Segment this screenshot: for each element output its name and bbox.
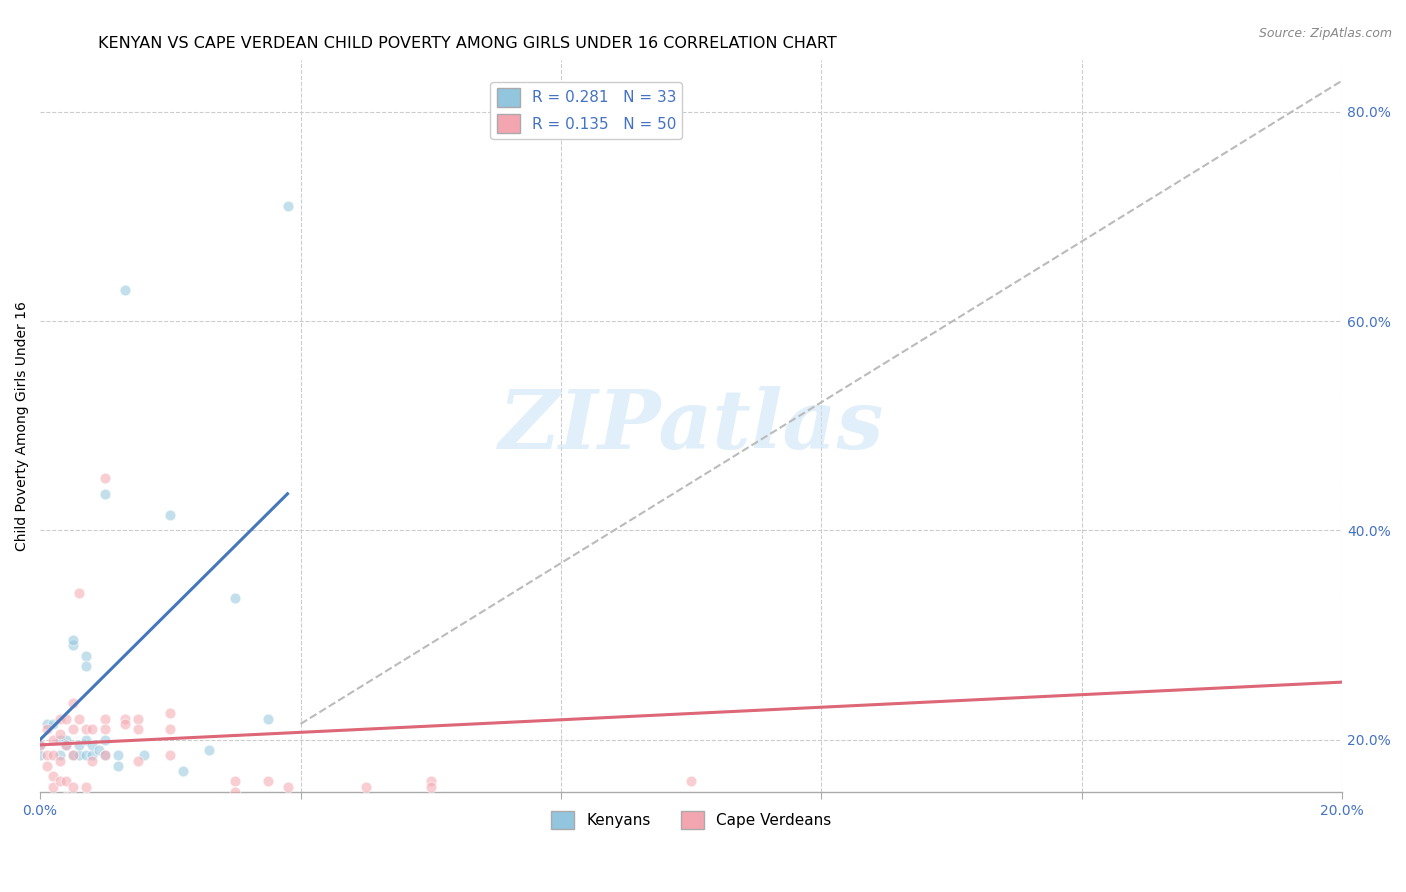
Point bbox=[75, 648, 97, 663]
Point bbox=[35, 759, 58, 773]
Point bbox=[94, 487, 117, 501]
Point bbox=[224, 774, 246, 789]
Point bbox=[42, 732, 65, 747]
Point bbox=[354, 780, 377, 794]
Point bbox=[42, 748, 65, 763]
Point bbox=[94, 722, 117, 736]
Point bbox=[159, 706, 181, 721]
Point bbox=[257, 774, 280, 789]
Point bbox=[224, 591, 246, 606]
Point bbox=[48, 748, 70, 763]
Point bbox=[114, 283, 136, 297]
Point bbox=[94, 748, 117, 763]
Point bbox=[127, 722, 149, 736]
Point bbox=[67, 586, 90, 600]
Point bbox=[224, 785, 246, 799]
Point bbox=[55, 712, 77, 726]
Point bbox=[48, 732, 70, 747]
Point bbox=[42, 717, 65, 731]
Text: Source: ZipAtlas.com: Source: ZipAtlas.com bbox=[1258, 27, 1392, 40]
Point bbox=[127, 754, 149, 768]
Point bbox=[94, 471, 117, 485]
Point bbox=[419, 780, 441, 794]
Point bbox=[82, 738, 104, 752]
Point bbox=[30, 748, 52, 763]
Point bbox=[62, 748, 84, 763]
Point bbox=[114, 712, 136, 726]
Point bbox=[30, 738, 52, 752]
Point bbox=[172, 764, 194, 778]
Point bbox=[55, 790, 77, 805]
Point bbox=[159, 748, 181, 763]
Point bbox=[82, 722, 104, 736]
Point bbox=[159, 722, 181, 736]
Point bbox=[419, 774, 441, 789]
Point bbox=[35, 748, 58, 763]
Point bbox=[55, 738, 77, 752]
Point bbox=[191, 811, 214, 825]
Point bbox=[75, 780, 97, 794]
Point bbox=[191, 800, 214, 814]
Point bbox=[114, 717, 136, 731]
Point bbox=[75, 790, 97, 805]
Point bbox=[134, 748, 156, 763]
Point bbox=[82, 754, 104, 768]
Point bbox=[276, 199, 298, 213]
Point bbox=[94, 732, 117, 747]
Point bbox=[94, 712, 117, 726]
Point bbox=[62, 722, 84, 736]
Point bbox=[67, 712, 90, 726]
Point bbox=[276, 780, 298, 794]
Point bbox=[681, 774, 703, 789]
Point bbox=[107, 759, 129, 773]
Point bbox=[87, 743, 110, 757]
Y-axis label: Child Poverty Among Girls Under 16: Child Poverty Among Girls Under 16 bbox=[15, 301, 30, 550]
Point bbox=[75, 722, 97, 736]
Point bbox=[35, 717, 58, 731]
Point bbox=[42, 769, 65, 783]
Point bbox=[62, 696, 84, 710]
Point bbox=[55, 774, 77, 789]
Point bbox=[48, 712, 70, 726]
Point bbox=[67, 748, 90, 763]
Point bbox=[42, 780, 65, 794]
Point bbox=[75, 732, 97, 747]
Point bbox=[30, 738, 52, 752]
Point bbox=[55, 732, 77, 747]
Point bbox=[62, 748, 84, 763]
Point bbox=[48, 727, 70, 741]
Point bbox=[127, 712, 149, 726]
Point bbox=[257, 712, 280, 726]
Point bbox=[75, 659, 97, 673]
Point bbox=[198, 743, 221, 757]
Point bbox=[107, 748, 129, 763]
Point bbox=[82, 748, 104, 763]
Text: ZIPatlas: ZIPatlas bbox=[499, 385, 884, 466]
Point bbox=[94, 748, 117, 763]
Point bbox=[48, 774, 70, 789]
Point bbox=[159, 508, 181, 522]
Point bbox=[62, 780, 84, 794]
Point bbox=[55, 738, 77, 752]
Point bbox=[48, 754, 70, 768]
Text: KENYAN VS CAPE VERDEAN CHILD POVERTY AMONG GIRLS UNDER 16 CORRELATION CHART: KENYAN VS CAPE VERDEAN CHILD POVERTY AMO… bbox=[98, 36, 837, 51]
Point bbox=[35, 722, 58, 736]
Point bbox=[62, 639, 84, 653]
Point bbox=[75, 748, 97, 763]
Point bbox=[67, 738, 90, 752]
Legend: Kenyans, Cape Verdeans: Kenyans, Cape Verdeans bbox=[546, 805, 838, 836]
Point bbox=[62, 633, 84, 648]
